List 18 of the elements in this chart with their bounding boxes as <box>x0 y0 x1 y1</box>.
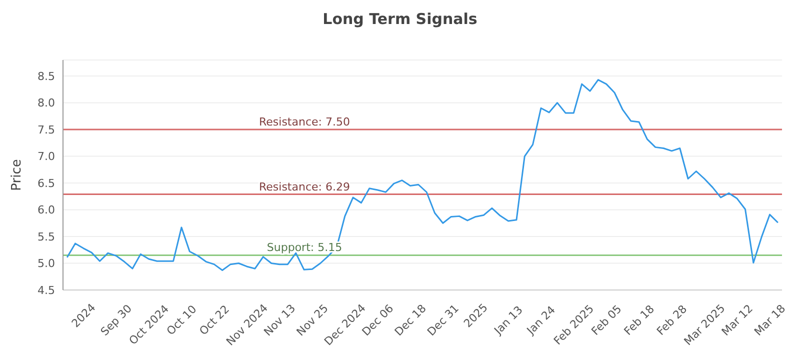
y-tick-label: 7.0 <box>38 150 55 164</box>
y-tick-label: 8.5 <box>38 70 55 83</box>
y-tick-label: 5.0 <box>38 257 55 270</box>
y-axis-title: Price <box>10 159 25 191</box>
chart-title: Long Term Signals <box>322 9 478 30</box>
y-tick-label: 6.0 <box>38 204 55 217</box>
ref-line-label: Resistance: 7.50 <box>259 116 350 129</box>
x-tick-label: Jan 13 <box>491 303 526 338</box>
y-tick-label: 8.0 <box>38 96 55 110</box>
y-tick-label: 4.5 <box>38 284 55 297</box>
y-tick-label: 7.5 <box>38 123 55 136</box>
x-tick-label: Feb 18 <box>622 302 657 338</box>
ref-line-label: Resistance: 6.29 <box>259 180 350 194</box>
y-tick-label: 5.5 <box>38 230 55 244</box>
y-tick-label: 6.5 <box>38 176 55 190</box>
line-series <box>66 79 779 271</box>
x-tick-label: Dec 31 <box>424 302 462 339</box>
x-tick-label: Mar 18 <box>752 302 788 338</box>
